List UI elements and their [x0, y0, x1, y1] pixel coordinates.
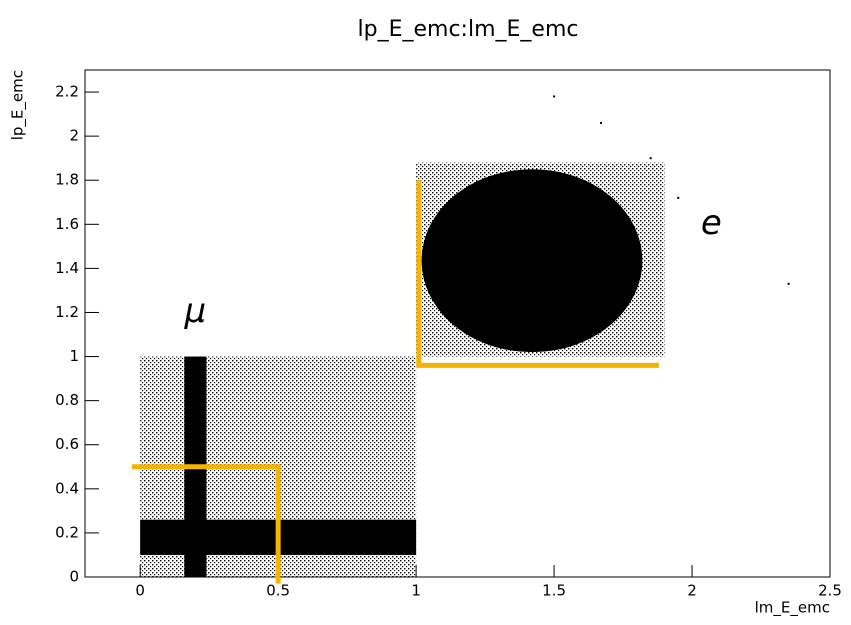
- y-tick-label: 0: [69, 568, 79, 586]
- y-tick-label: 0.2: [55, 523, 79, 541]
- x-tick-label: 2.5: [818, 582, 842, 600]
- point: [599, 121, 602, 124]
- y-tick-label: 2.2: [55, 83, 79, 101]
- cut-line: [131, 464, 281, 584]
- annotation: μ: [184, 291, 207, 331]
- y-tick-label: 1.6: [55, 215, 79, 233]
- x-tick-label: 0: [135, 582, 145, 600]
- x-tick-label: 1: [411, 582, 421, 600]
- x-tick-label: 2: [687, 582, 697, 600]
- point: [553, 95, 556, 98]
- y-tick-label: 1: [69, 347, 79, 365]
- x-tick-label: 0.5: [266, 582, 290, 600]
- point-cloud: [421, 169, 643, 353]
- cut-line: [416, 180, 659, 368]
- point: [677, 196, 680, 199]
- y-tick-label: 0.4: [55, 479, 79, 497]
- y-tick-label: 1.8: [55, 171, 79, 189]
- point: [787, 282, 790, 285]
- point: [649, 157, 652, 160]
- y-tick-label: 0.6: [55, 435, 79, 453]
- y-axis-label: lp_E_emc: [9, 70, 28, 140]
- y-tick-label: 0.8: [55, 391, 79, 409]
- x-axis-label: lm_E_emc: [755, 599, 830, 618]
- annotation: e: [701, 203, 722, 243]
- plot-frame: [84, 69, 831, 578]
- y-tick-label: 1.4: [55, 259, 79, 277]
- y-tick-label: 2: [69, 127, 79, 145]
- y-tick-label: 1.2: [55, 303, 79, 321]
- chart-title: lp_E_emc:lm_E_emc: [358, 17, 579, 42]
- x-tick-label: 1.5: [542, 582, 566, 600]
